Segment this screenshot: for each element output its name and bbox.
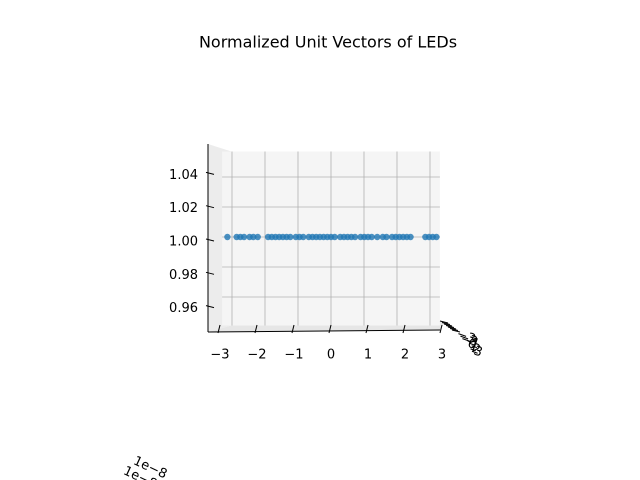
x-axis-line [207,329,441,333]
tick-mark [217,324,221,334]
point [433,233,440,241]
tick-mark [402,324,406,334]
tick-mark [445,325,455,328]
point [240,233,248,241]
point [351,233,359,241]
point [374,233,381,241]
x-tick-label: −2 [247,348,266,363]
tick-mark [439,324,443,334]
tick-mark [205,271,215,275]
tick-mark [205,171,215,175]
point [300,233,307,241]
point [224,233,231,241]
tick-mark [205,205,215,209]
x-tick-label: 2 [401,348,409,363]
chart-title: Normalized Unit Vectors of LEDs [199,33,457,52]
tick-mark [365,324,369,334]
x-tick-label: 0 [327,348,335,363]
point [250,233,257,241]
z-tick-label: −3 [454,327,477,348]
y-tick-label: 1.00 [169,235,198,250]
tick-mark [205,238,215,242]
y-tick-label: 0.98 [169,268,198,283]
tick-mark [451,329,461,333]
z-tick-label: −1 [458,332,481,353]
y-tick-label: 0.96 [169,301,198,316]
tick-mark [291,324,295,334]
point [368,233,375,241]
x-tick-label: 3 [438,348,446,363]
tick-mark [439,320,449,324]
tick-mark [205,305,215,309]
tick-mark [328,324,332,334]
tick-mark [254,324,258,334]
tick-mark [441,322,451,325]
x-tick-label: −3 [210,348,229,363]
tick-mark [447,326,457,330]
x-tick-label: 1 [364,348,372,363]
y-tick-label: 1.02 [169,201,198,216]
y-tick-label: 1.04 [169,168,198,183]
x-tick-label: −1 [284,348,303,363]
point [254,233,261,241]
point [331,233,338,241]
tick-mark [443,323,453,327]
tick-mark [449,328,459,331]
z-tick-label: −2 [456,329,479,350]
point [383,233,390,241]
point [407,233,414,241]
point [287,233,294,241]
